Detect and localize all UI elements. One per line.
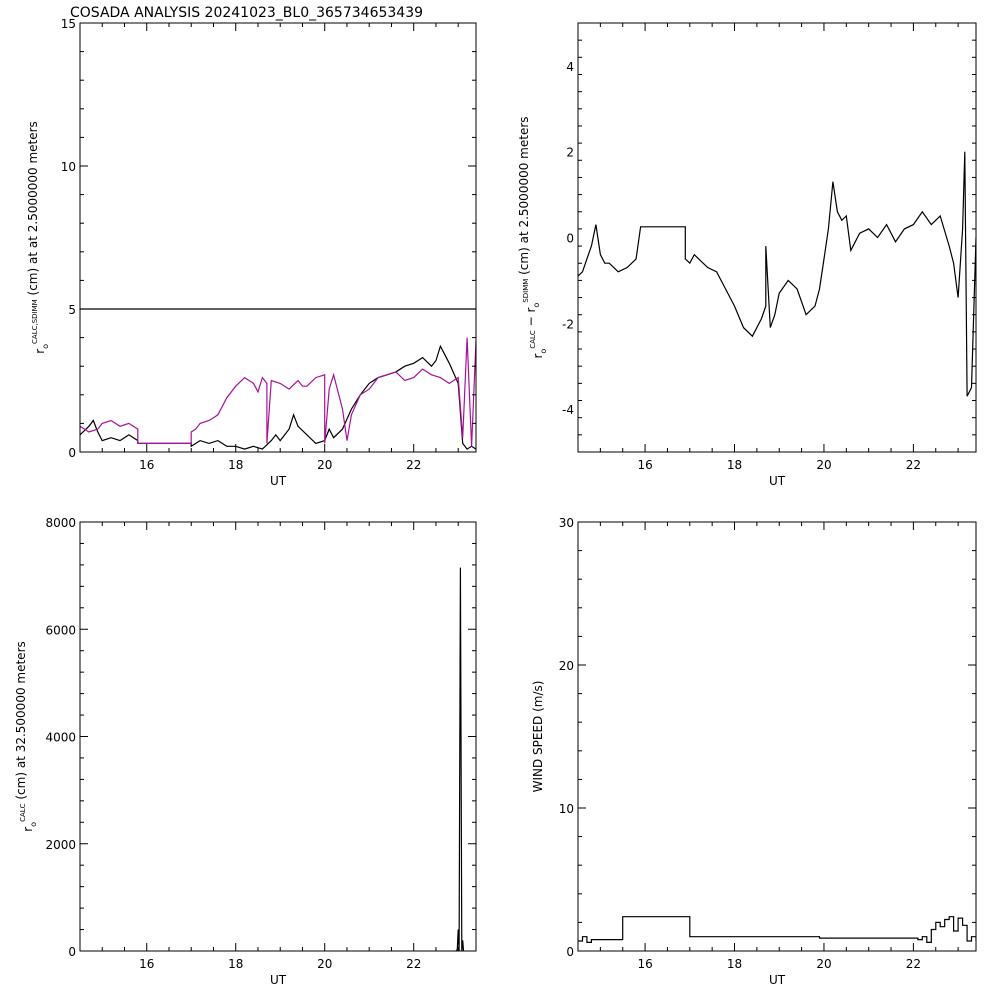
- y-tick-label: 10: [61, 160, 76, 174]
- x-tick-label: 16: [637, 458, 652, 472]
- x-tick-label: 18: [727, 458, 742, 472]
- y-axis-label: WIND SPEED (m/s): [531, 681, 545, 793]
- x-tick-label: 20: [816, 458, 831, 472]
- x-tick-label: 20: [317, 458, 332, 472]
- x-tick-label: 16: [139, 458, 154, 472]
- panel-2-series-1: [578, 151, 976, 397]
- panel-4-frame: [577, 521, 977, 952]
- panel-1-frame: [79, 22, 477, 453]
- panel-3-series-1: [455, 567, 465, 951]
- y-tick-label: 2: [566, 146, 574, 160]
- y-tick-label: 4: [566, 60, 574, 74]
- y-axis-label: roCALC,SDIMM (cm) at at 2.5000000 meters: [26, 121, 50, 354]
- y-tick-label: 15: [61, 17, 76, 31]
- x-tick-label: 22: [906, 957, 921, 971]
- x-axis-label: UT: [769, 474, 786, 488]
- y-tick-label: 10: [559, 802, 574, 816]
- x-tick-label: 16: [139, 957, 154, 971]
- y-tick-label: -2: [562, 317, 574, 331]
- y-tick-label: 6000: [45, 623, 76, 637]
- x-tick-label: 20: [317, 957, 332, 971]
- x-tick-label: 22: [406, 458, 421, 472]
- panel-1-series-3: [80, 337, 476, 447]
- panel-seeing-comparison: 16 18 20 22 0 5 10 15 UT roCALC,SDIMM (cm) at at …: [26, 17, 477, 488]
- y-axis-label: roCALC (cm) at 32.500000 meters: [14, 641, 38, 832]
- panel-4-series-1: [578, 916, 976, 944]
- y-tick-label: 20: [559, 659, 574, 673]
- x-tick-label: 22: [406, 957, 421, 971]
- panel-wind-speed: 16 18 20 22 0 10 20 30 UT WIND SPEED (m/s): [531, 516, 977, 987]
- y-tick-label: 0: [68, 945, 76, 959]
- panel-2-frame: [577, 22, 977, 453]
- y-tick-label: 5: [68, 303, 76, 317]
- x-tick-label: 22: [906, 458, 921, 472]
- y-tick-label: 0: [68, 446, 76, 460]
- x-tick-label: 18: [228, 957, 243, 971]
- y-tick-label: 2000: [45, 838, 76, 852]
- y-tick-label: -4: [562, 403, 574, 417]
- x-axis-label: UT: [270, 973, 287, 987]
- x-tick-label: 16: [637, 957, 652, 971]
- x-axis-label: UT: [769, 973, 786, 987]
- y-axis-label: roCALC − roSDIMM (cm) at 2.5000000 meter…: [517, 116, 548, 358]
- x-tick-label: 18: [727, 957, 742, 971]
- panel-r0-32m: 16 18 20 22 0 2000 4000 6000 8000 UT roCALC (cm) a…: [14, 516, 477, 987]
- y-tick-label: 0: [566, 232, 574, 246]
- panel-3-frame: [79, 521, 477, 952]
- x-axis-label: UT: [270, 474, 287, 488]
- y-tick-label: 30: [559, 516, 574, 530]
- figure-title: COSADA ANALYSIS 20241023_BL0_36573465343…: [70, 5, 423, 21]
- x-tick-label: 20: [816, 957, 831, 971]
- y-tick-label: 8000: [45, 516, 76, 530]
- panel-seeing-difference: 16 18 20 22 -4 -2 0 2 4 UT roCALC − roSDIMM (cm) a…: [517, 22, 977, 488]
- y-tick-label: 0: [566, 945, 574, 959]
- x-tick-label: 18: [228, 458, 243, 472]
- y-tick-label: 4000: [45, 731, 76, 745]
- panel-1-series-2: [80, 344, 476, 450]
